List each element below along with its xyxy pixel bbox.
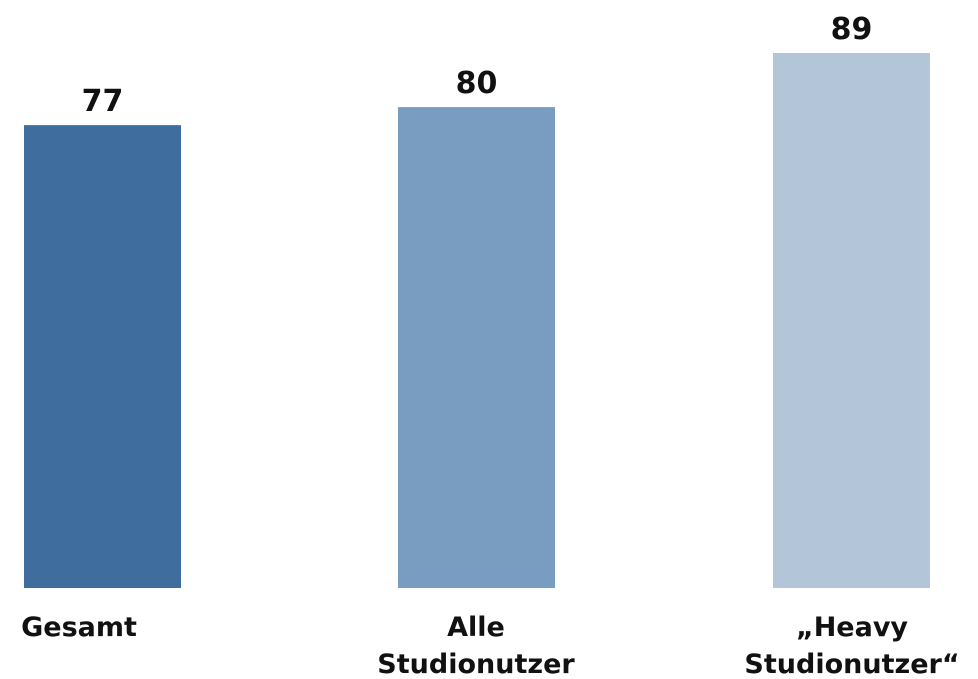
value-label-1: 77 — [82, 84, 124, 119]
value-label-3: 89 — [831, 12, 873, 47]
category-label-2-line-2: Studionutzer — [377, 649, 575, 679]
category-label-3-line-1: „Heavy — [796, 612, 908, 643]
bar-2 — [398, 107, 555, 588]
category-label-3-line-2: Studionutzer“ — [744, 649, 959, 679]
bar-3 — [773, 53, 930, 588]
category-label-2-line-1: Alle — [447, 612, 505, 643]
value-label-2: 80 — [456, 66, 498, 101]
bar-1 — [24, 125, 181, 589]
category-label-1: Gesamt — [21, 612, 137, 643]
